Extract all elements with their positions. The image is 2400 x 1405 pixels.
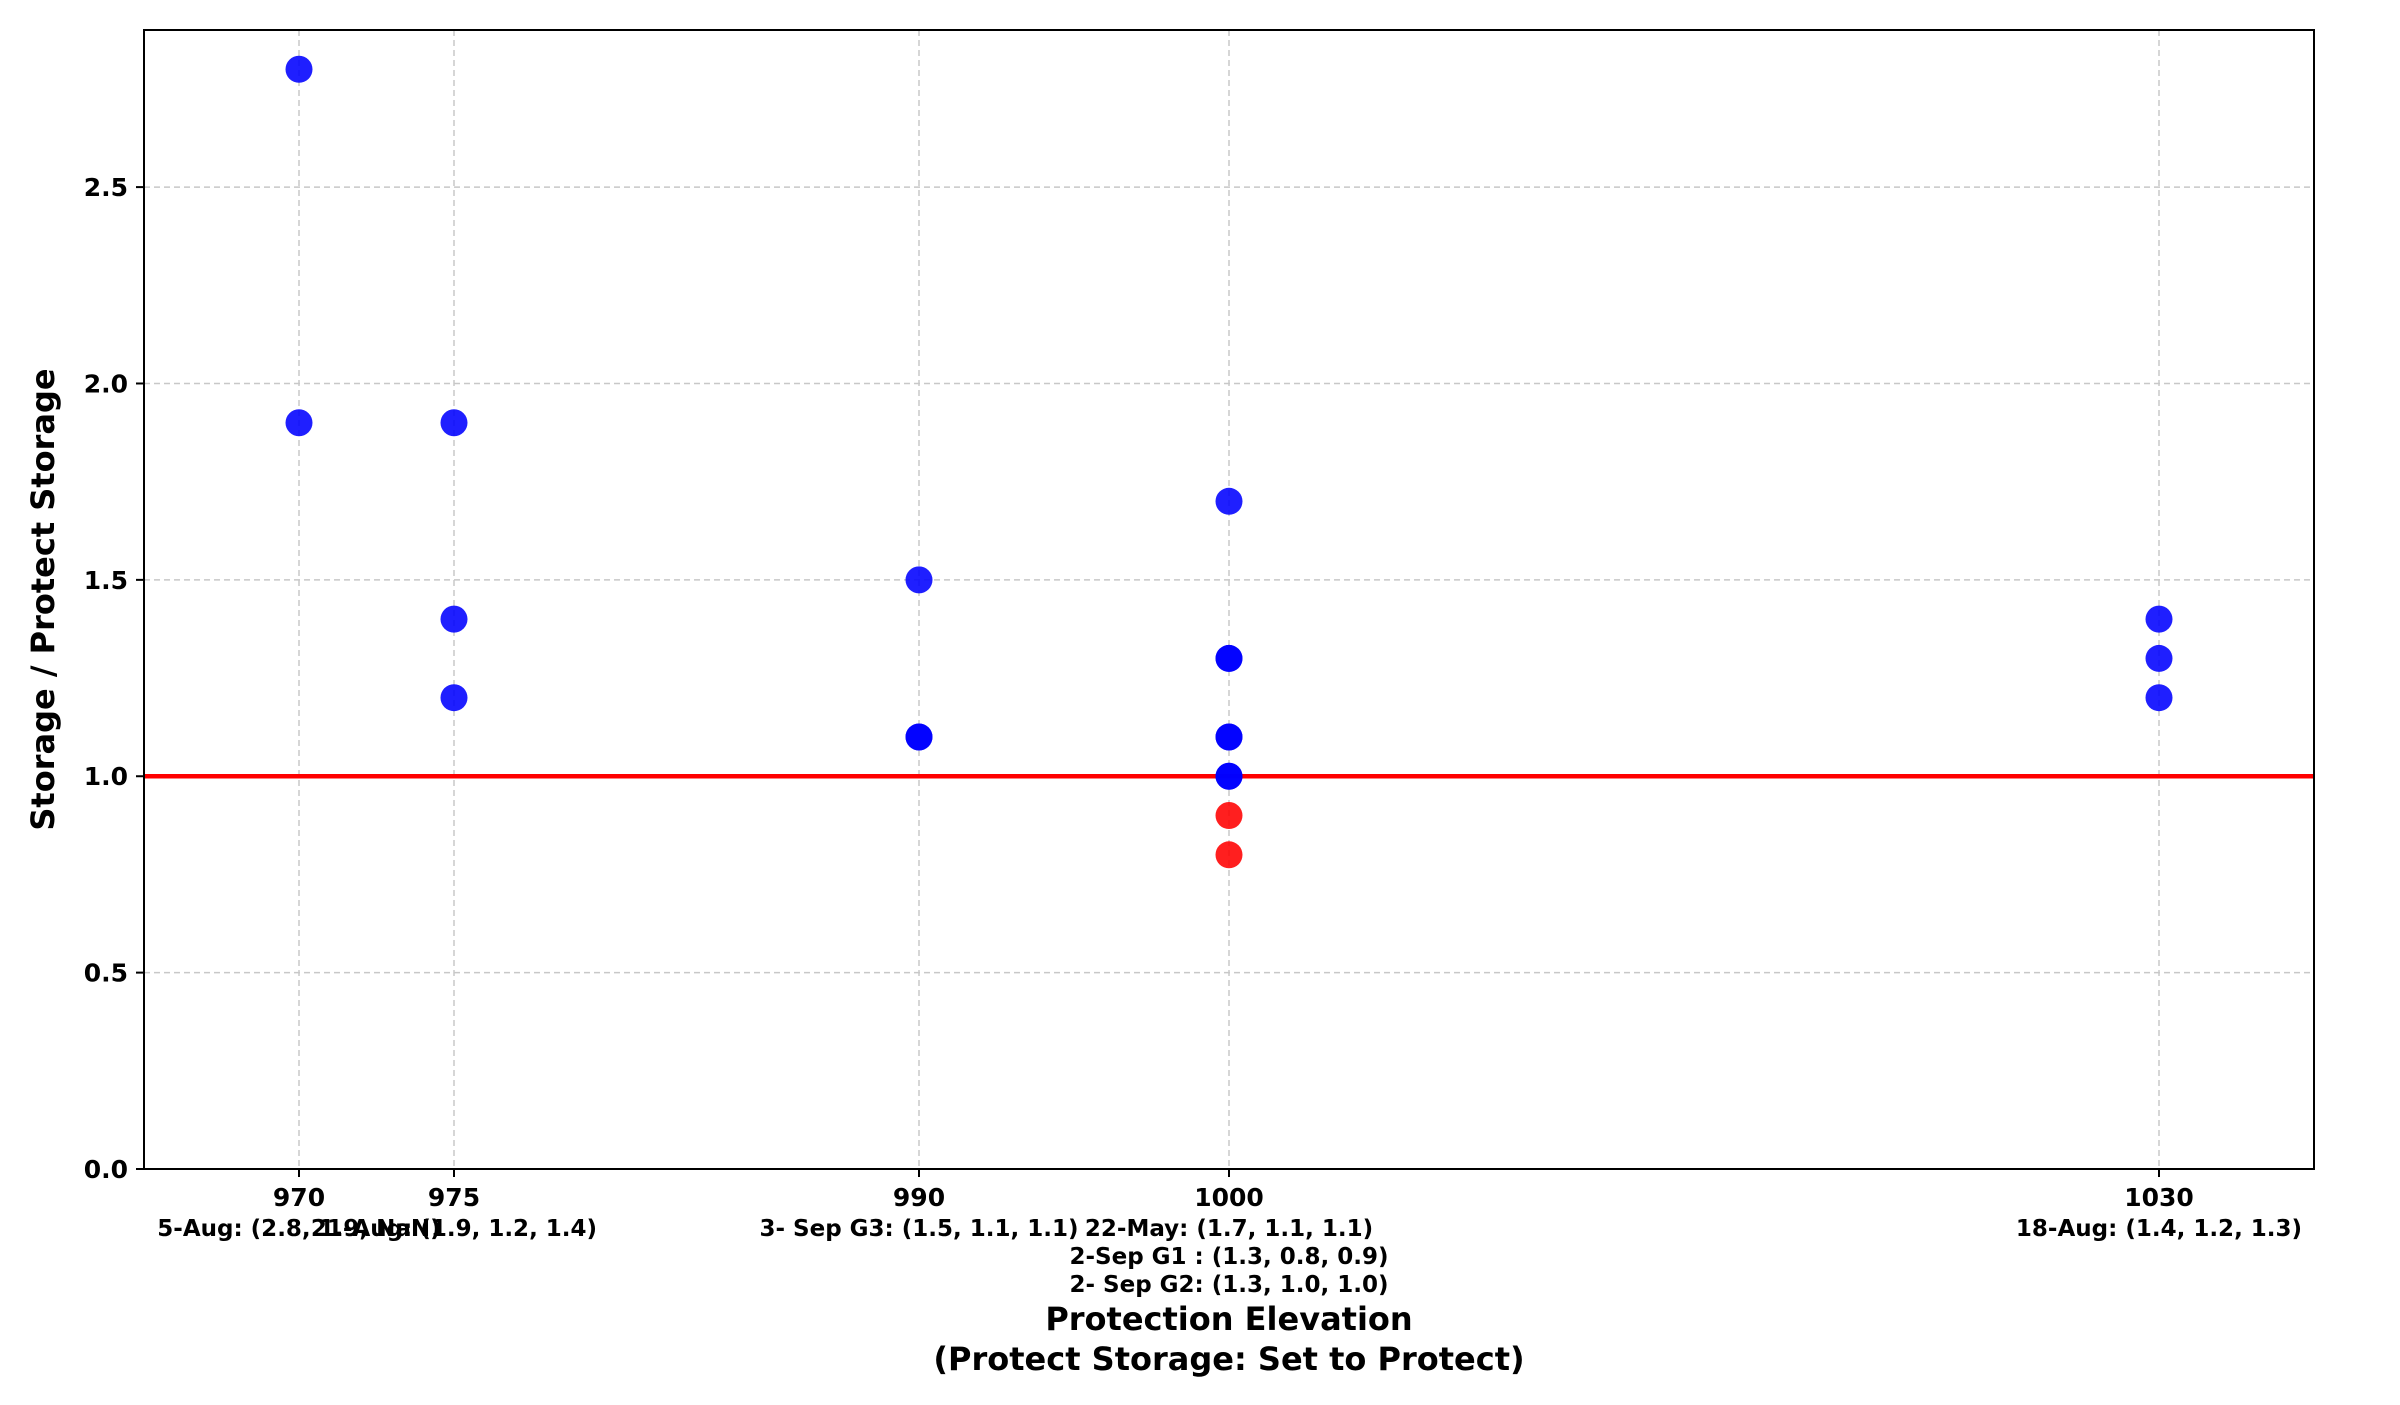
- point-annotation: 3- Sep G3: (1.5, 1.1, 1.1): [759, 1216, 1078, 1242]
- data-point: [1215, 487, 1243, 515]
- x-tick-label: 975: [428, 1183, 480, 1212]
- y-tick-label: 0.5: [84, 959, 128, 988]
- y-axis-label: Storage / Protect Storage: [24, 368, 62, 830]
- y-tick-label: 2.5: [84, 173, 128, 202]
- y-tick-label: 1.0: [84, 762, 128, 791]
- data-point: [285, 409, 313, 437]
- data-point: [2145, 684, 2173, 712]
- data-point: [2145, 605, 2173, 633]
- x-tick-label: 1000: [1194, 1183, 1264, 1212]
- x-tick-label: 970: [273, 1183, 325, 1212]
- data-point: [440, 605, 468, 633]
- point-annotation: 21-Aug: (1.9, 1.2, 1.4): [311, 1216, 597, 1242]
- x-axis-label-line1: Protection Elevation: [1045, 1300, 1412, 1338]
- x-tick-label: 990: [893, 1183, 945, 1212]
- point-annotation: 2- Sep G2: (1.3, 1.0, 1.0): [1069, 1272, 1388, 1298]
- data-point: [1215, 644, 1243, 672]
- points-layer: [285, 55, 2173, 869]
- x-axis-label-line2: (Protect Storage: Set to Protect): [933, 1340, 1524, 1378]
- point-annotation: 18-Aug: (1.4, 1.2, 1.3): [2016, 1216, 2302, 1242]
- data-point: [905, 723, 933, 751]
- data-point: [285, 55, 313, 83]
- y-tick-layer: 0.0 0.5 1.0 1.5 2.0 2.5: [84, 173, 144, 1184]
- point-annotation: 5-Aug: (2.8, 1.9, NaN): [157, 1216, 440, 1242]
- data-point: [1215, 723, 1243, 751]
- data-point: [1215, 802, 1243, 830]
- y-tick-label: 1.5: [84, 566, 128, 595]
- grid-layer: [144, 30, 2314, 1170]
- data-point: [2145, 644, 2173, 672]
- data-point: [440, 684, 468, 712]
- data-point: [1215, 762, 1243, 790]
- point-annotation: 22-May: (1.7, 1.1, 1.1): [1085, 1216, 1373, 1242]
- data-point: [905, 566, 933, 594]
- point-annotation: 2-Sep G1 : (1.3, 0.8, 0.9): [1069, 1244, 1388, 1270]
- data-point: [440, 409, 468, 437]
- data-point: [1215, 841, 1243, 869]
- y-tick-label: 0.0: [84, 1155, 128, 1184]
- x-tick-layer: 970 975 990 1000 1030: [273, 1169, 2194, 1212]
- x-tick-label: 1030: [2124, 1183, 2194, 1212]
- annotation-layer: 5-Aug: (2.8, 1.9, NaN)21-Aug: (1.9, 1.2,…: [157, 1216, 2302, 1298]
- y-tick-label: 2.0: [84, 369, 128, 398]
